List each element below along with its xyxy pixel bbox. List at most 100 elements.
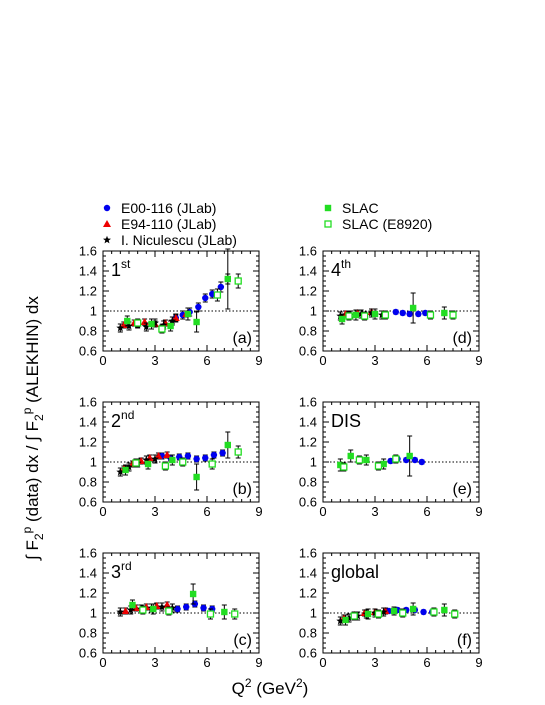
x-tick-label: 6	[423, 655, 430, 670]
data-point	[345, 613, 353, 622]
data-point	[392, 308, 399, 316]
y-tick-label: 1.6	[79, 395, 97, 410]
data-point	[441, 309, 448, 317]
data-point	[350, 612, 358, 620]
y-tick-label: 1.4	[79, 415, 97, 430]
x-tick-label: 9	[255, 504, 262, 519]
y-tick-label: 1	[90, 304, 97, 319]
data-point	[193, 318, 200, 326]
data-point	[409, 304, 417, 312]
y-tick-label: 0.6	[299, 495, 317, 510]
data-point	[399, 609, 407, 617]
x-tick-label: 3	[371, 655, 378, 670]
data-point	[121, 607, 130, 614]
data-point	[347, 452, 354, 460]
data-point	[345, 312, 353, 320]
legend-marker	[103, 204, 111, 212]
y-tick-label: 1.4	[299, 566, 317, 581]
data-point	[420, 608, 427, 616]
y-tick-label: 0.8	[79, 626, 97, 641]
data-point	[342, 616, 349, 624]
y-tick-label: 1.6	[79, 546, 97, 561]
x-tick-label: 3	[151, 655, 158, 670]
y-axis-title: ∫ F2p (data) dx / ∫ F2p (ALEKHIN) dx	[20, 296, 46, 561]
data-point	[441, 606, 448, 614]
panel-label: DIS	[331, 411, 361, 431]
y-tick-label: 0.8	[79, 475, 97, 490]
data-point	[193, 455, 200, 463]
data-point	[363, 456, 370, 464]
x-tick-label: 6	[203, 504, 210, 519]
series-open-square	[340, 454, 400, 472]
legend-marker	[103, 220, 111, 227]
x-tick-label: 0	[319, 353, 326, 368]
data-point	[390, 607, 398, 615]
data-point	[371, 310, 379, 318]
data-point	[200, 604, 207, 612]
series-circle	[387, 455, 425, 466]
data-point	[364, 610, 372, 618]
legend-label: I. Niculescu (JLab)	[121, 232, 237, 248]
data-point	[144, 460, 152, 468]
series-square	[129, 583, 228, 620]
data-point	[340, 463, 348, 471]
panel-label: 3rd	[111, 559, 132, 582]
data-point	[167, 322, 174, 330]
data-point	[184, 310, 192, 318]
data-point	[193, 473, 200, 481]
y-tick-label: 0.8	[79, 324, 97, 339]
data-point	[409, 605, 417, 613]
panel-label-superscript: th	[341, 257, 351, 271]
y-tick-label: 0.8	[299, 475, 317, 490]
data-point	[202, 294, 209, 302]
x-tick-label: 6	[203, 353, 210, 368]
y-tick-label: 0.6	[79, 495, 97, 510]
series-square	[337, 435, 413, 477]
data-point	[157, 602, 166, 611]
data-point	[122, 466, 129, 474]
data-point	[355, 456, 364, 464]
data-point	[154, 452, 163, 459]
data-point	[124, 317, 131, 325]
legend: E00-116 (JLab)E94-110 (JLab)I. Niculescu…	[103, 200, 432, 248]
data-point	[150, 605, 157, 613]
panel-corner-label: (d)	[452, 330, 472, 347]
y-tick-label: 1.6	[299, 395, 317, 410]
y-tick-label: 1	[310, 304, 317, 319]
data-point	[142, 455, 151, 464]
data-point	[210, 451, 218, 459]
data-point	[406, 452, 413, 460]
panel-3: 0 3 6 9 0.6 0.8 1 1.2 1.4 1.6 2nd (b)	[79, 395, 263, 520]
data-point	[406, 310, 413, 318]
y-tick-label: 1.6	[299, 546, 317, 561]
data-point	[231, 610, 239, 618]
panel-corner-label: (e)	[452, 481, 472, 498]
data-point	[430, 608, 438, 616]
y-tick-label: 1.2	[79, 586, 97, 601]
x-tick-label: 6	[423, 353, 430, 368]
data-point	[202, 454, 209, 462]
y-tick-label: 0.6	[79, 344, 97, 359]
data-point	[379, 607, 388, 616]
y-tick-label: 1.6	[79, 244, 97, 259]
legend-marker	[103, 235, 111, 244]
series-square	[338, 292, 448, 325]
y-tick-label: 0.6	[299, 344, 317, 359]
series-square	[122, 431, 231, 491]
y-tick-label: 1.6	[299, 244, 317, 259]
panel-label: 4th	[331, 257, 351, 280]
panel-5: 0 3 6 9 0.6 0.8 1 1.2 1.4 1.6 3rd (c)	[79, 546, 263, 671]
data-point	[184, 452, 192, 460]
data-point	[116, 467, 125, 476]
x-tick-label: 3	[371, 504, 378, 519]
x-tick-label: 9	[475, 655, 482, 670]
panel-4: 0 3 6 9 0.6 0.8 1 1.2 1.4 1.6 DIS (e)	[299, 395, 483, 520]
data-point	[183, 603, 190, 611]
panel-6: 0 3 6 9 0.6 0.8 1 1.2 1.4 1.6 global (f)	[299, 546, 483, 671]
data-point	[174, 605, 181, 613]
data-point	[415, 310, 422, 318]
data-point	[374, 462, 383, 470]
y-tick-label: 1	[310, 606, 317, 621]
series-open-square	[350, 607, 459, 621]
